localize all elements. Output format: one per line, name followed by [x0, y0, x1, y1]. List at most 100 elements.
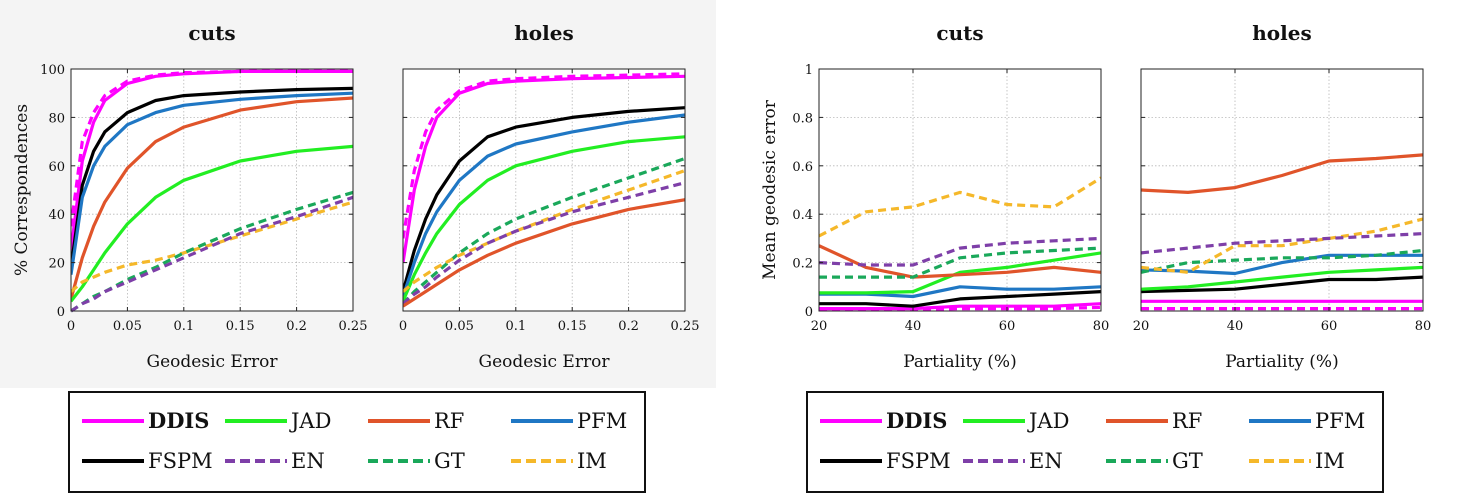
series-ddis-dashed [819, 305, 1101, 312]
chart-title: holes [1252, 21, 1311, 45]
x-axis-label: Geodesic Error [147, 352, 279, 372]
axes-frame [1140, 68, 1424, 312]
series-rf [1141, 153, 1423, 194]
x-tick-label: 0.05 [113, 319, 142, 334]
legend-label-pfm: PFM [1315, 409, 1365, 433]
y-tick-label: 100 [40, 63, 65, 78]
series-im [819, 176, 1101, 238]
y-axis-label: % Correspondences [12, 104, 32, 276]
x-tick-label: 40 [1227, 319, 1244, 334]
legend-label-rf: RF [1172, 409, 1202, 433]
series-group [1141, 153, 1423, 311]
y-tick-label: 80 [48, 111, 65, 126]
legend-label-gt: GT [434, 449, 465, 473]
series-gt [819, 246, 1101, 279]
legend-right [806, 391, 1384, 493]
axes-frame [402, 68, 686, 312]
x-tick-label: 0.1 [173, 319, 194, 334]
x-tick-label: 40 [905, 319, 922, 334]
series-im [403, 169, 685, 293]
legend-label-rf: RF [434, 409, 464, 433]
series-fspm [71, 86, 353, 268]
chart-4: 20 40 60 80 holes Partiality (%) [1133, 21, 1432, 372]
series-pfm [71, 91, 353, 275]
axes-frame [70, 68, 354, 312]
series-jad [1141, 265, 1423, 291]
series-jad [71, 144, 353, 303]
x-tick-label: 0.2 [286, 319, 307, 334]
legend-label-gt: GT [1172, 449, 1203, 473]
chart-title: cuts [188, 21, 235, 45]
legend-label-en: EN [1029, 449, 1063, 473]
series-group [403, 72, 685, 308]
series-im [1141, 217, 1423, 274]
legend-label-ddis: DDIS [886, 408, 947, 433]
legend-label-jad: JAD [289, 409, 331, 433]
series-group [819, 176, 1101, 312]
series-en [71, 195, 353, 313]
chart-2: 0 0.05 0.1 0.15 0.2 0.25 holes Geodesic Error [399, 21, 700, 372]
x-axis-label: Partiality (%) [903, 352, 1016, 372]
chart-1: 0 0.05 0.1 0.15 0.2 0.25 0 20 40 60 80 100 cuts Geode… [12, 21, 367, 372]
x-axis-label: Partiality (%) [1225, 352, 1338, 372]
chart-title: holes [514, 21, 573, 45]
series-ddis [403, 74, 685, 263]
legend-entries-left: DDIS JAD RF PFM FSPM EN GT IM [82, 408, 627, 473]
series-gt [403, 156, 685, 305]
series-rf [819, 244, 1101, 279]
legend-label-im: IM [577, 449, 607, 473]
x-tick-label: 0.25 [339, 319, 368, 334]
series-rf [71, 96, 353, 300]
y-tick-label: 0.4 [792, 208, 813, 223]
series-group [71, 68, 353, 313]
x-tick-label: 0 [67, 319, 75, 334]
x-tick-label: 0.15 [226, 319, 255, 334]
axes-frame [818, 68, 1102, 312]
x-tick-label: 20 [811, 319, 828, 334]
x-tick-label: 0.05 [445, 319, 474, 334]
legend-label-fspm: FSPM [886, 449, 951, 473]
x-tick-label: 20 [1133, 319, 1150, 334]
chart-title: cuts [936, 21, 983, 45]
x-tick-label: 0 [399, 319, 407, 334]
series-fspm [403, 106, 685, 293]
series-en [403, 181, 685, 305]
legend-label-ddis: DDIS [148, 408, 209, 433]
series-pfm [403, 113, 685, 298]
x-tick-label: 0.2 [618, 319, 639, 334]
x-tick-label: 0.15 [558, 319, 587, 334]
x-tick-label: 0.1 [505, 319, 526, 334]
series-rf [403, 198, 685, 308]
legend-label-pfm: PFM [577, 409, 627, 433]
x-tick-label: 0.25 [671, 319, 700, 334]
legend-left [68, 391, 646, 493]
plot-area [71, 69, 353, 311]
legend-entries-right: DDIS JAD RF PFM FSPM EN GT IM [820, 408, 1365, 473]
y-tick-label: 1 [805, 63, 813, 78]
series-ddis-dashed [403, 72, 685, 239]
series-ddis-dashed [71, 68, 353, 227]
series-fspm [819, 290, 1101, 308]
legend-label-im: IM [1315, 449, 1345, 473]
y-tick-label: 0 [57, 305, 65, 320]
legend-label-jad: JAD [1027, 409, 1069, 433]
y-tick-label: 0 [805, 305, 813, 320]
y-tick-label: 60 [48, 160, 65, 175]
series-fspm [1141, 275, 1423, 294]
legend-label-fspm: FSPM [148, 449, 213, 473]
series-jad [819, 251, 1101, 295]
series-gt [1141, 248, 1423, 274]
legend-label-en: EN [291, 449, 325, 473]
y-axis-label: Mean geodesic error [760, 99, 780, 280]
x-tick-label: 80 [1093, 319, 1110, 334]
y-tick-label: 0.8 [792, 111, 813, 126]
y-tick-label: 0.2 [792, 257, 813, 272]
x-axis-label: Geodesic Error [479, 352, 611, 372]
series-en [819, 236, 1101, 267]
series-jad [403, 135, 685, 302]
x-tick-label: 80 [1415, 319, 1432, 334]
x-tick-label: 60 [999, 319, 1016, 334]
